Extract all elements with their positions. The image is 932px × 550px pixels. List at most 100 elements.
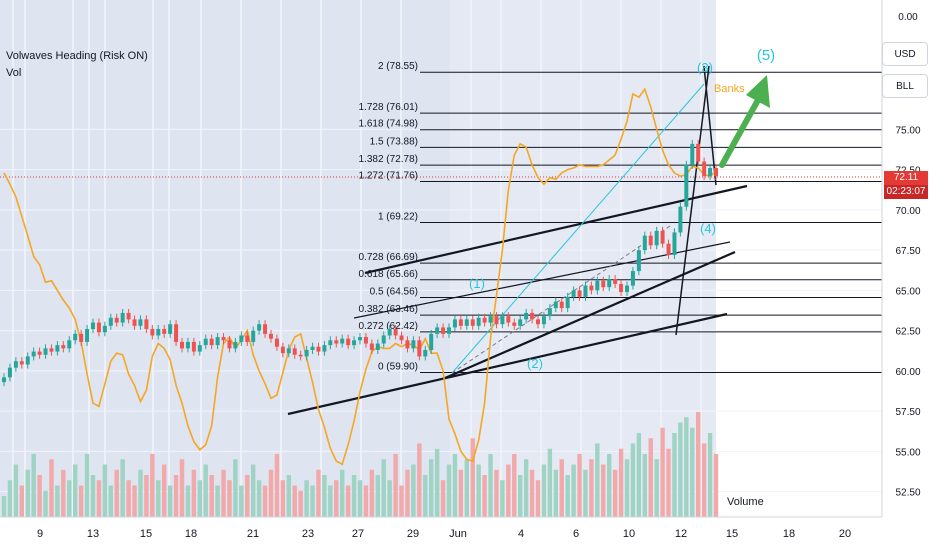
candle-body	[19, 361, 24, 365]
volume-bar	[429, 459, 434, 517]
volume-bar	[399, 485, 404, 517]
candle-body	[435, 327, 440, 334]
volume-bar	[458, 469, 464, 517]
trend-line	[444, 250, 736, 380]
volume-bar	[411, 464, 416, 517]
wave-projection-line	[451, 83, 705, 374]
price-tick-label: 65.00	[895, 286, 920, 297]
trend-line	[364, 184, 748, 275]
indicator-legend[interactable]: Volwaves Heading (Risk ON) Vol	[6, 48, 148, 82]
volume-bar	[150, 454, 155, 517]
volume-bar	[440, 480, 446, 517]
candle-body	[381, 335, 386, 344]
trend-line	[703, 65, 717, 186]
volume-bar	[132, 485, 137, 517]
candle-body	[482, 317, 487, 323]
volume-bar	[310, 485, 315, 517]
elliott-wave-labels[interactable]: (1) (2) (3) (4) (5) Banks Volume	[469, 47, 775, 508]
candle-body	[292, 348, 297, 355]
volume-bar	[7, 480, 13, 517]
time-tick-label: 27	[352, 528, 364, 540]
volume-bar	[553, 469, 558, 517]
candle-body	[387, 329, 392, 336]
volume-bar	[547, 448, 553, 517]
candle-body	[280, 346, 285, 354]
candle-body	[2, 377, 6, 383]
unit-button[interactable]: BLL	[882, 74, 928, 98]
volume-bar	[144, 475, 149, 517]
time-axis[interactable]: 9 13 15 18 21 23 27 29 Jun 4 6 10 12 15 18 20	[0, 516, 932, 550]
wave-label: (5)	[757, 47, 775, 64]
candle-body	[547, 308, 552, 317]
volume-bar	[452, 454, 458, 517]
candle-body	[102, 325, 107, 333]
candle-body	[138, 319, 143, 326]
candle-body	[197, 345, 202, 352]
candle-body	[577, 290, 582, 297]
candle-body	[690, 143, 695, 165]
volume-bar	[672, 433, 677, 517]
currency-button[interactable]: USD	[882, 42, 928, 66]
fib-label: 0 (59.90)	[378, 362, 418, 373]
volume-bar	[583, 469, 588, 517]
price-tick-label: 67.50	[895, 246, 920, 257]
candle-body	[613, 279, 618, 284]
volume-bar	[334, 480, 339, 517]
candle-body	[185, 341, 190, 349]
candle-body	[358, 337, 362, 341]
indicator-title[interactable]: Volwaves Heading (Risk ON)	[6, 50, 148, 62]
time-tick-label: 12	[675, 528, 687, 540]
time-tick-label: 6	[573, 528, 579, 540]
candle-body	[476, 317, 481, 326]
volume-bar	[203, 464, 208, 517]
price-tick-label: 70.00	[895, 206, 920, 217]
volume-bar	[245, 475, 250, 517]
volume-bar	[713, 454, 719, 517]
volume-bar	[268, 469, 274, 517]
volume-bar	[369, 469, 375, 517]
session-divider	[88, 0, 90, 517]
volume-bar	[120, 459, 125, 517]
candle-body	[494, 316, 499, 325]
volume-bar	[1, 496, 7, 517]
volume-bar	[256, 480, 262, 517]
volume-bar	[96, 480, 102, 517]
candle-body	[227, 340, 232, 349]
fib-label: 1.618 (74.98)	[359, 119, 419, 130]
candle-body	[541, 316, 546, 325]
fib-label: 1.272 (71.76)	[359, 171, 419, 182]
price-tick-label: 57.50	[895, 407, 920, 418]
volume-bar	[357, 480, 363, 517]
candle-body	[340, 338, 345, 344]
volume-bar	[482, 475, 487, 517]
candle-body	[352, 340, 357, 346]
volume-bar	[191, 469, 197, 517]
candle-body	[245, 335, 250, 342]
volume-bar	[239, 485, 244, 517]
candle-body	[286, 348, 291, 354]
volume-bar	[642, 454, 647, 517]
session-divider	[168, 0, 170, 517]
fibonacci-levels[interactable]: 2 (78.55) 1.728 (76.01) 1.618 (74.98) 1.5 (…	[359, 61, 883, 373]
session-divider	[470, 0, 472, 517]
volume-bar	[470, 438, 475, 517]
volume-bar	[167, 485, 173, 517]
candle-body	[464, 319, 469, 326]
candle-body	[678, 206, 683, 233]
time-tick-label: 4	[518, 528, 524, 540]
candle-body	[13, 361, 18, 368]
volume-bar	[595, 443, 600, 517]
session-divider	[104, 0, 106, 517]
candle-body	[174, 324, 179, 342]
volume-bar	[197, 480, 202, 517]
candle-body	[91, 322, 95, 330]
candle-body	[334, 340, 339, 344]
candle-body	[108, 317, 113, 326]
volume-bar	[423, 475, 428, 517]
candle-body	[209, 338, 214, 346]
forecast-arrow-head	[746, 75, 770, 108]
volume-bar	[535, 480, 541, 517]
candle-body	[37, 351, 42, 355]
